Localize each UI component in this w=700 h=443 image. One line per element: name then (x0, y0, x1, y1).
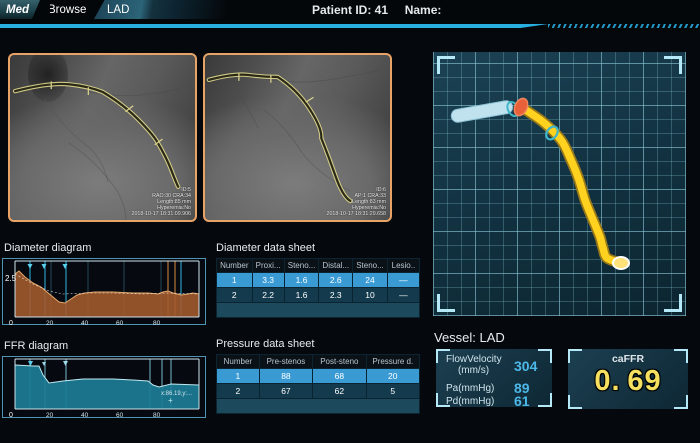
svg-text:60: 60 (116, 412, 124, 419)
svg-text:80: 80 (153, 320, 161, 326)
svg-text:x:86.19,y:...: x:86.19,y:... (161, 391, 192, 397)
svg-text:60: 60 (116, 320, 124, 326)
svg-text:+: + (168, 396, 173, 405)
svg-text:40: 40 (81, 320, 89, 326)
svg-text:0: 0 (9, 412, 13, 419)
svg-text:40: 40 (81, 412, 89, 419)
svg-text:80: 80 (153, 412, 161, 419)
svg-text:0: 0 (9, 320, 13, 326)
svg-text:20: 20 (46, 412, 54, 419)
svg-text:20: 20 (46, 320, 54, 326)
svg-text:2.5: 2.5 (5, 274, 17, 283)
